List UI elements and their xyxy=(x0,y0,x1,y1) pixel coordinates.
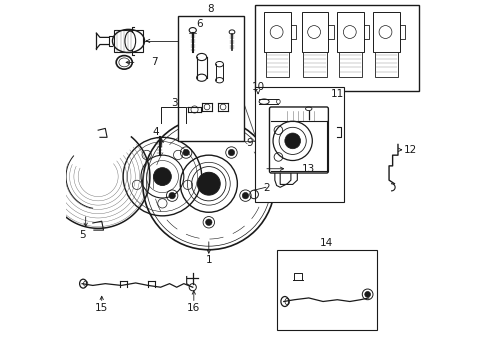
Text: 10: 10 xyxy=(251,82,264,93)
Circle shape xyxy=(183,149,189,156)
Text: 12: 12 xyxy=(403,145,416,155)
FancyBboxPatch shape xyxy=(338,51,362,77)
Text: 2: 2 xyxy=(263,183,270,193)
Text: 8: 8 xyxy=(207,4,213,14)
Text: 11: 11 xyxy=(330,89,343,99)
Text: 3: 3 xyxy=(171,98,178,108)
FancyBboxPatch shape xyxy=(372,12,399,51)
Circle shape xyxy=(364,292,370,297)
FancyBboxPatch shape xyxy=(113,30,143,52)
Text: 15: 15 xyxy=(95,303,108,313)
Circle shape xyxy=(242,192,248,199)
FancyBboxPatch shape xyxy=(255,87,344,202)
Text: 1: 1 xyxy=(205,256,212,265)
Text: 9: 9 xyxy=(246,138,252,148)
Text: 13: 13 xyxy=(301,164,314,174)
Circle shape xyxy=(153,168,171,185)
FancyBboxPatch shape xyxy=(178,16,244,141)
Circle shape xyxy=(284,133,300,149)
Text: 6: 6 xyxy=(196,19,203,29)
FancyBboxPatch shape xyxy=(337,12,364,51)
FancyBboxPatch shape xyxy=(374,51,397,77)
Circle shape xyxy=(205,219,212,225)
FancyBboxPatch shape xyxy=(264,12,290,51)
FancyBboxPatch shape xyxy=(276,250,376,330)
Text: 14: 14 xyxy=(319,238,332,248)
Text: 7: 7 xyxy=(151,57,157,67)
FancyBboxPatch shape xyxy=(255,5,419,91)
Text: 16: 16 xyxy=(187,303,200,313)
Text: 5: 5 xyxy=(80,230,86,240)
FancyBboxPatch shape xyxy=(265,51,288,77)
FancyBboxPatch shape xyxy=(301,12,328,51)
FancyBboxPatch shape xyxy=(269,107,328,173)
Circle shape xyxy=(228,149,234,156)
Circle shape xyxy=(168,192,175,199)
Text: 4: 4 xyxy=(153,127,159,137)
Circle shape xyxy=(197,172,220,195)
FancyBboxPatch shape xyxy=(303,51,326,77)
